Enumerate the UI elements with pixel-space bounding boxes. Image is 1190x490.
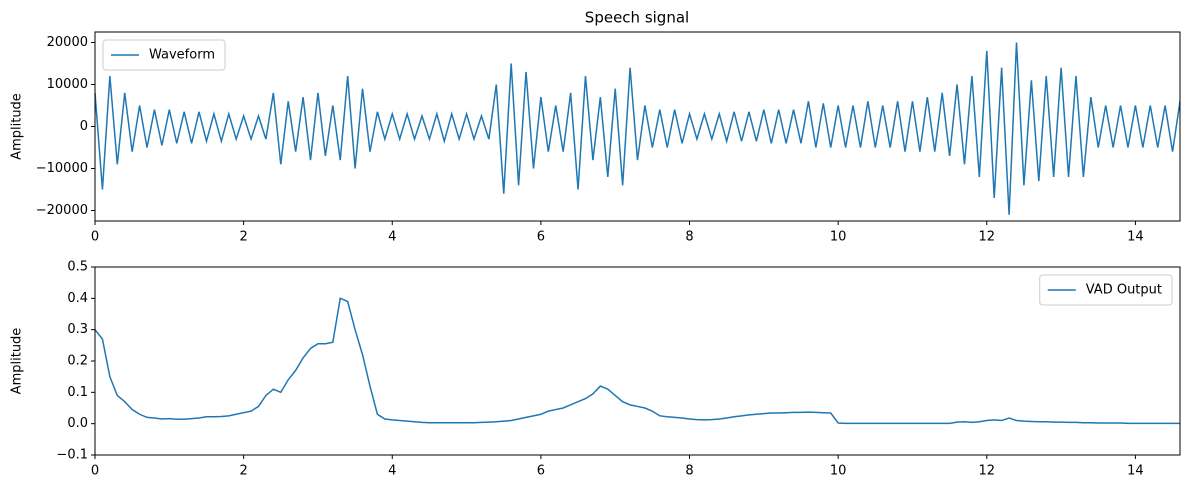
y-tick-label: −0.1 bbox=[56, 448, 88, 463]
x-tick-label: 6 bbox=[537, 464, 545, 479]
legend-label: Waveform bbox=[149, 48, 215, 63]
y-tick-label: 0.1 bbox=[67, 385, 88, 400]
legend-label: VAD Output bbox=[1086, 283, 1162, 298]
y-tick-label: 0.4 bbox=[67, 291, 88, 306]
y-axis-label: Amplitude bbox=[10, 328, 25, 395]
y-tick-label: 0 bbox=[80, 119, 88, 134]
y-tick-label: 0.0 bbox=[67, 416, 88, 431]
x-tick-label: 0 bbox=[91, 464, 99, 479]
legend: VAD Output bbox=[1039, 274, 1173, 306]
y-tick-label: 0.5 bbox=[67, 260, 88, 275]
y-axis-label: Amplitude bbox=[10, 93, 25, 160]
axes-frame bbox=[94, 31, 1181, 222]
y-tick-label: 0.2 bbox=[67, 354, 88, 369]
x-tick-label: 12 bbox=[979, 230, 996, 245]
axes-frame bbox=[94, 266, 1181, 456]
x-tick-label: 14 bbox=[1127, 464, 1144, 479]
x-tick-label: 8 bbox=[685, 230, 693, 245]
y-tick-label: 10000 bbox=[47, 77, 88, 92]
y-tick-label: −10000 bbox=[36, 161, 88, 176]
legend: Waveform bbox=[102, 39, 226, 71]
x-tick-label: 12 bbox=[979, 464, 996, 479]
legend-box bbox=[102, 39, 226, 71]
chart-title: Speech signal bbox=[585, 9, 689, 27]
y-tick-label: −20000 bbox=[36, 203, 88, 218]
x-tick-label: 6 bbox=[537, 230, 545, 245]
x-tick-label: 2 bbox=[239, 230, 247, 245]
legend-box bbox=[1039, 274, 1173, 306]
x-tick-label: 8 bbox=[685, 464, 693, 479]
data-line bbox=[94, 42, 1181, 215]
x-tick-label: 4 bbox=[388, 464, 396, 479]
x-tick-label: 14 bbox=[1127, 230, 1144, 245]
y-tick-label: 20000 bbox=[47, 35, 88, 50]
y-tick-label: 0.3 bbox=[67, 322, 88, 337]
x-tick-label: 4 bbox=[388, 230, 396, 245]
x-tick-label: 10 bbox=[830, 230, 847, 245]
x-tick-label: 2 bbox=[239, 464, 247, 479]
x-tick-label: 10 bbox=[830, 464, 847, 479]
data-line bbox=[94, 297, 1180, 425]
x-tick-label: 0 bbox=[91, 230, 99, 245]
